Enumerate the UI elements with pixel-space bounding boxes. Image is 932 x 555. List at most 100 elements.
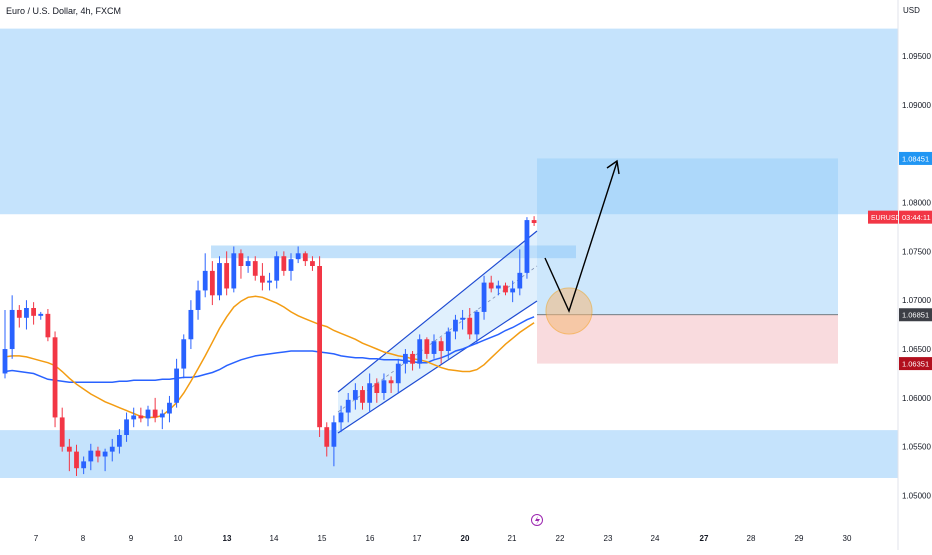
candle-body xyxy=(59,417,65,447)
price-tick-label: 1.05000 xyxy=(902,492,931,501)
moving-averages xyxy=(4,295,535,419)
candle xyxy=(424,337,430,359)
price-tag-text: 1.06851 xyxy=(902,311,929,320)
ma-slow-line xyxy=(4,316,535,384)
candle-body xyxy=(152,409,158,418)
candle-body xyxy=(317,266,322,428)
price-tick-label: 1.09500 xyxy=(902,52,931,61)
candle xyxy=(403,349,408,374)
candle xyxy=(474,309,480,345)
date-tick-label: 28 xyxy=(747,534,756,543)
time-axis[interactable]: 7 8 9 10 13 14 15 16 17 20 21 22 23 24 27 28 29 30 xyxy=(34,514,852,544)
candle xyxy=(145,405,151,427)
candle xyxy=(360,386,365,410)
candle-body xyxy=(310,261,315,266)
candle xyxy=(209,261,215,306)
candle-body xyxy=(238,253,244,266)
candle xyxy=(260,263,265,291)
price-tick-label: 1.05500 xyxy=(902,443,931,452)
candle xyxy=(302,251,308,266)
candle xyxy=(381,373,387,400)
projection-drawing[interactable] xyxy=(544,159,620,335)
upper-supply-zone[interactable] xyxy=(0,28,898,215)
candle xyxy=(510,280,516,303)
candle-body xyxy=(410,353,415,364)
price-tick-label: 1.07000 xyxy=(902,296,931,305)
price-tag[interactable] xyxy=(899,357,932,371)
candle-body xyxy=(267,280,272,283)
projection-arrowhead xyxy=(606,159,620,175)
candle xyxy=(195,280,201,320)
channel-lower-line[interactable] xyxy=(337,300,538,434)
candle-body xyxy=(345,399,351,413)
candle-body xyxy=(188,309,194,340)
candle xyxy=(117,429,122,454)
candle xyxy=(181,334,187,379)
candle-body xyxy=(510,288,516,293)
candle-body xyxy=(381,380,387,393)
candle-body xyxy=(374,383,380,393)
candle-body xyxy=(66,446,72,452)
symbol-tag[interactable] xyxy=(868,210,898,224)
candle-body xyxy=(331,422,337,447)
candle-body xyxy=(181,339,187,369)
candle-body xyxy=(367,383,373,403)
date-tick-label: 20 xyxy=(461,534,470,543)
candle xyxy=(74,444,79,477)
candles-layer xyxy=(2,216,537,477)
candle-body xyxy=(424,339,430,354)
candle-body xyxy=(531,220,537,224)
position-tool[interactable] xyxy=(537,158,838,364)
price-axis[interactable]: 1.09500 1.09000 1.08000 1.07500 1.07000 1.065… xyxy=(868,0,932,550)
channel-upper-line[interactable] xyxy=(337,230,538,393)
target-zone[interactable] xyxy=(537,158,838,315)
candle xyxy=(159,409,165,430)
candle xyxy=(352,383,358,410)
date-tick-label: 7 xyxy=(34,534,39,543)
candle-body xyxy=(138,415,144,419)
candle xyxy=(138,407,144,423)
date-tick-label: 15 xyxy=(318,534,327,543)
candle-body xyxy=(324,427,330,447)
candle-body xyxy=(102,451,108,457)
candle-body xyxy=(81,461,87,469)
candle-body xyxy=(338,412,344,423)
candle-body xyxy=(260,275,265,283)
candle-body xyxy=(174,368,179,403)
date-tick-label: 9 xyxy=(129,534,134,543)
candle-body xyxy=(88,450,94,462)
price-tick-label: 1.06000 xyxy=(902,394,931,403)
candle-body xyxy=(2,349,8,374)
candle-body xyxy=(517,272,523,289)
price-tick-label: 1.09000 xyxy=(902,101,931,110)
date-tick-label: 23 xyxy=(604,534,613,543)
candle xyxy=(460,309,465,330)
candle-body xyxy=(460,317,465,320)
channel-fill xyxy=(338,231,537,433)
date-tick-label: 21 xyxy=(508,534,517,543)
date-tick-label: 16 xyxy=(366,534,375,543)
candle xyxy=(324,422,330,457)
candle-body xyxy=(74,451,79,469)
candle-body xyxy=(38,313,44,316)
price-tag[interactable] xyxy=(899,210,932,224)
candle-body xyxy=(352,390,358,400)
candle xyxy=(2,309,8,379)
lower-demand-zone[interactable] xyxy=(0,430,898,478)
candle xyxy=(52,331,58,428)
price-tag[interactable] xyxy=(899,151,932,165)
event-marker-icon[interactable] xyxy=(531,514,543,526)
candle-body xyxy=(145,409,151,419)
projection-path[interactable] xyxy=(544,161,618,313)
date-tick-label: 10 xyxy=(174,534,183,543)
candle-body xyxy=(395,363,401,384)
resistance-line-zone[interactable] xyxy=(211,245,576,259)
candle xyxy=(9,295,15,359)
candle xyxy=(81,456,87,475)
candle-body xyxy=(231,253,237,289)
candle-body xyxy=(438,341,444,351)
price-tag[interactable] xyxy=(899,308,932,322)
candle xyxy=(217,256,222,301)
